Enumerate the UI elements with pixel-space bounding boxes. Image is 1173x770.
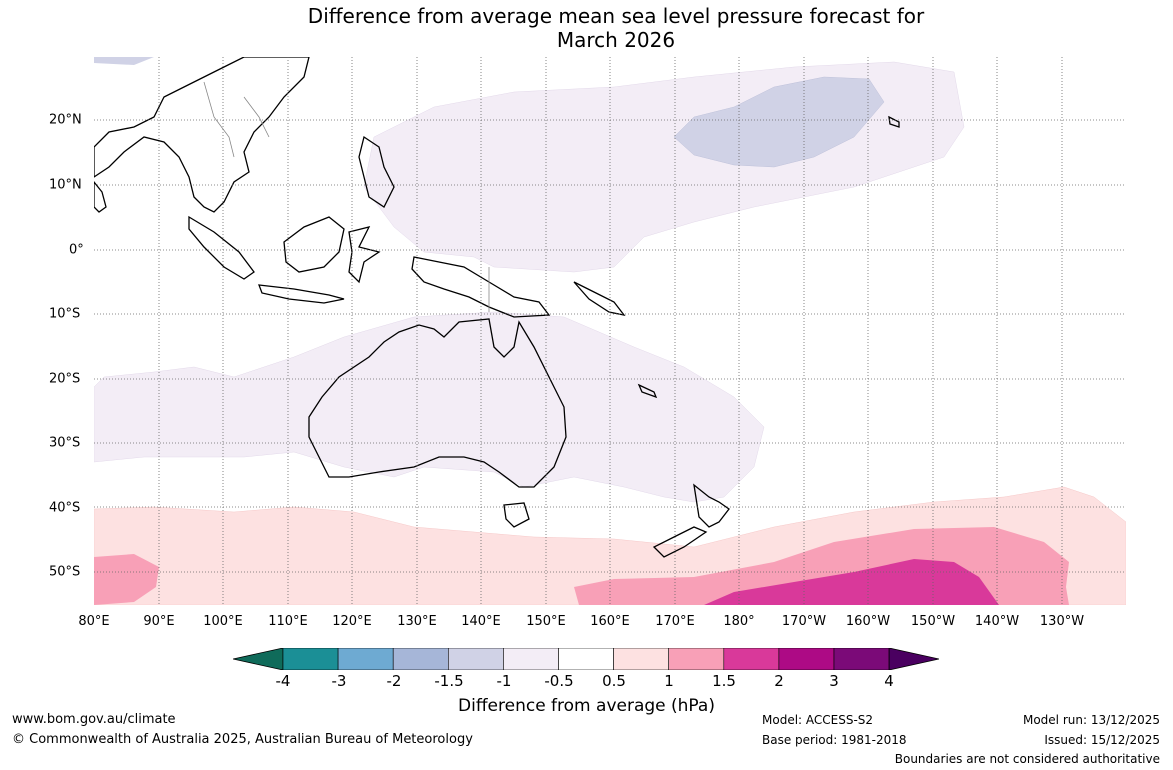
- borneo-coast: [283, 216, 345, 273]
- fill-negative-weak-australia: [94, 311, 765, 503]
- base-period: Base period: 1981-2018: [762, 733, 907, 747]
- colorbar-cell: [558, 648, 614, 670]
- new-zealand-north: [693, 483, 730, 528]
- website-url[interactable]: www.bom.gov.au/climate: [12, 712, 176, 727]
- tasmania-coast: [503, 502, 530, 528]
- lon-label-100e: 100°E: [203, 614, 243, 629]
- lon-label-150e: 150°E: [526, 614, 566, 629]
- lon-label-90e: 90°E: [143, 614, 175, 629]
- lon-label-140e: 140°E: [461, 614, 501, 629]
- colorbar-tick: -0.5: [544, 672, 574, 690]
- graticule: [94, 57, 1126, 605]
- colorbar-tick: 3: [829, 672, 839, 690]
- lat-label-10n: 10°N: [49, 177, 82, 193]
- fill-positive-strong-south: [704, 559, 999, 605]
- lon-label-80e: 80°E: [78, 614, 110, 629]
- colorbar-cell: [282, 648, 339, 670]
- colorbar-tick: -1.5: [434, 672, 464, 690]
- lon-label-110e: 110°E: [268, 614, 308, 629]
- lat-label-10s: 10°S: [49, 306, 81, 322]
- colorbar-tick: 0.5: [602, 672, 626, 690]
- lon-label-130e: 130°E: [397, 614, 437, 629]
- lon-label-170w: 170°W: [781, 614, 827, 629]
- chart-title: Difference from average mean sea level p…: [0, 4, 1173, 52]
- colorbar-cell: [833, 648, 890, 670]
- lon-label-140w: 140°W: [974, 614, 1020, 629]
- fill-negative-north-corner: [94, 57, 154, 65]
- title-line-2: March 2026: [556, 28, 676, 52]
- lon-label-160w: 160°W: [845, 614, 891, 629]
- fill-positive-moderate-west: [94, 554, 159, 605]
- colorbar-tick: 1.5: [712, 672, 736, 690]
- colorbar-cell: [448, 648, 504, 670]
- asia-mainland-coast: [94, 57, 310, 213]
- lat-label-20s: 20°S: [49, 371, 81, 387]
- boundary-disclaimer: Boundaries are not considered authoritat…: [894, 752, 1160, 766]
- lat-label-equator: 0°: [69, 242, 84, 258]
- coastlines: [94, 57, 900, 558]
- country-borders: [203, 81, 490, 312]
- colorbar: [233, 648, 939, 670]
- colorbar-tick: -3: [331, 672, 347, 690]
- colorbar-cell: [392, 648, 449, 670]
- lon-label-170e: 170°E: [655, 614, 695, 629]
- philippines-coast: [358, 135, 395, 208]
- model-run: Model run: 13/12/2025: [1022, 713, 1160, 727]
- lat-label-50s: 50°S: [49, 564, 81, 580]
- colorbar-tick: -4: [275, 672, 291, 690]
- lon-label-160e: 160°E: [590, 614, 630, 629]
- new-caledonia-coast: [637, 383, 658, 399]
- colorbar-cell: [613, 648, 670, 670]
- australia-coast: [308, 318, 567, 488]
- colorbar-cell: [668, 648, 725, 670]
- pressure-anomaly-map: [94, 57, 1126, 605]
- colorbar-tick: 1: [664, 672, 674, 690]
- sumatra-coast: [188, 215, 255, 280]
- model-name: Model: ACCESS-S2: [762, 713, 874, 727]
- colorbar-cell: [778, 648, 835, 670]
- title-line-1: Difference from average mean sea level p…: [307, 4, 925, 28]
- colorbar-cell-min-extend: [233, 648, 284, 670]
- sulawesi-coast: [348, 226, 381, 284]
- lat-label-30s: 30°S: [49, 435, 81, 451]
- solomon-islands-coast: [573, 281, 626, 316]
- colorbar-cell: [337, 648, 394, 670]
- colorbar-tick: -2: [386, 672, 402, 690]
- new-zealand-south: [652, 526, 708, 558]
- java-coast: [258, 284, 345, 304]
- lon-label-130w: 130°W: [1039, 614, 1085, 629]
- colorbar-cell: [503, 648, 559, 670]
- colorbar-title: Difference from average (hPa): [458, 696, 715, 716]
- lon-label-180: 180°: [723, 614, 755, 629]
- copyright: © Commonwealth of Australia 2025, Austra…: [12, 732, 473, 747]
- colorbar-tick: -1: [496, 672, 512, 690]
- colorbar-cell: [723, 648, 780, 670]
- new-guinea-coast: [411, 256, 551, 318]
- india-sri-lanka-coast: [94, 180, 107, 213]
- fill-negative-moderate-pacific: [673, 76, 885, 168]
- lat-label-20n: 20°N: [49, 112, 82, 128]
- lon-label-120e: 120°E: [332, 614, 372, 629]
- lat-label-40s: 40°S: [49, 500, 81, 516]
- colorbar-tick: 2: [774, 672, 784, 690]
- issued-date: Issued: 15/12/2025: [1044, 733, 1160, 747]
- colorbar-cell-max-extend: [888, 648, 939, 670]
- lon-label-150w: 150°W: [910, 614, 956, 629]
- colorbar-tick: 4: [884, 672, 894, 690]
